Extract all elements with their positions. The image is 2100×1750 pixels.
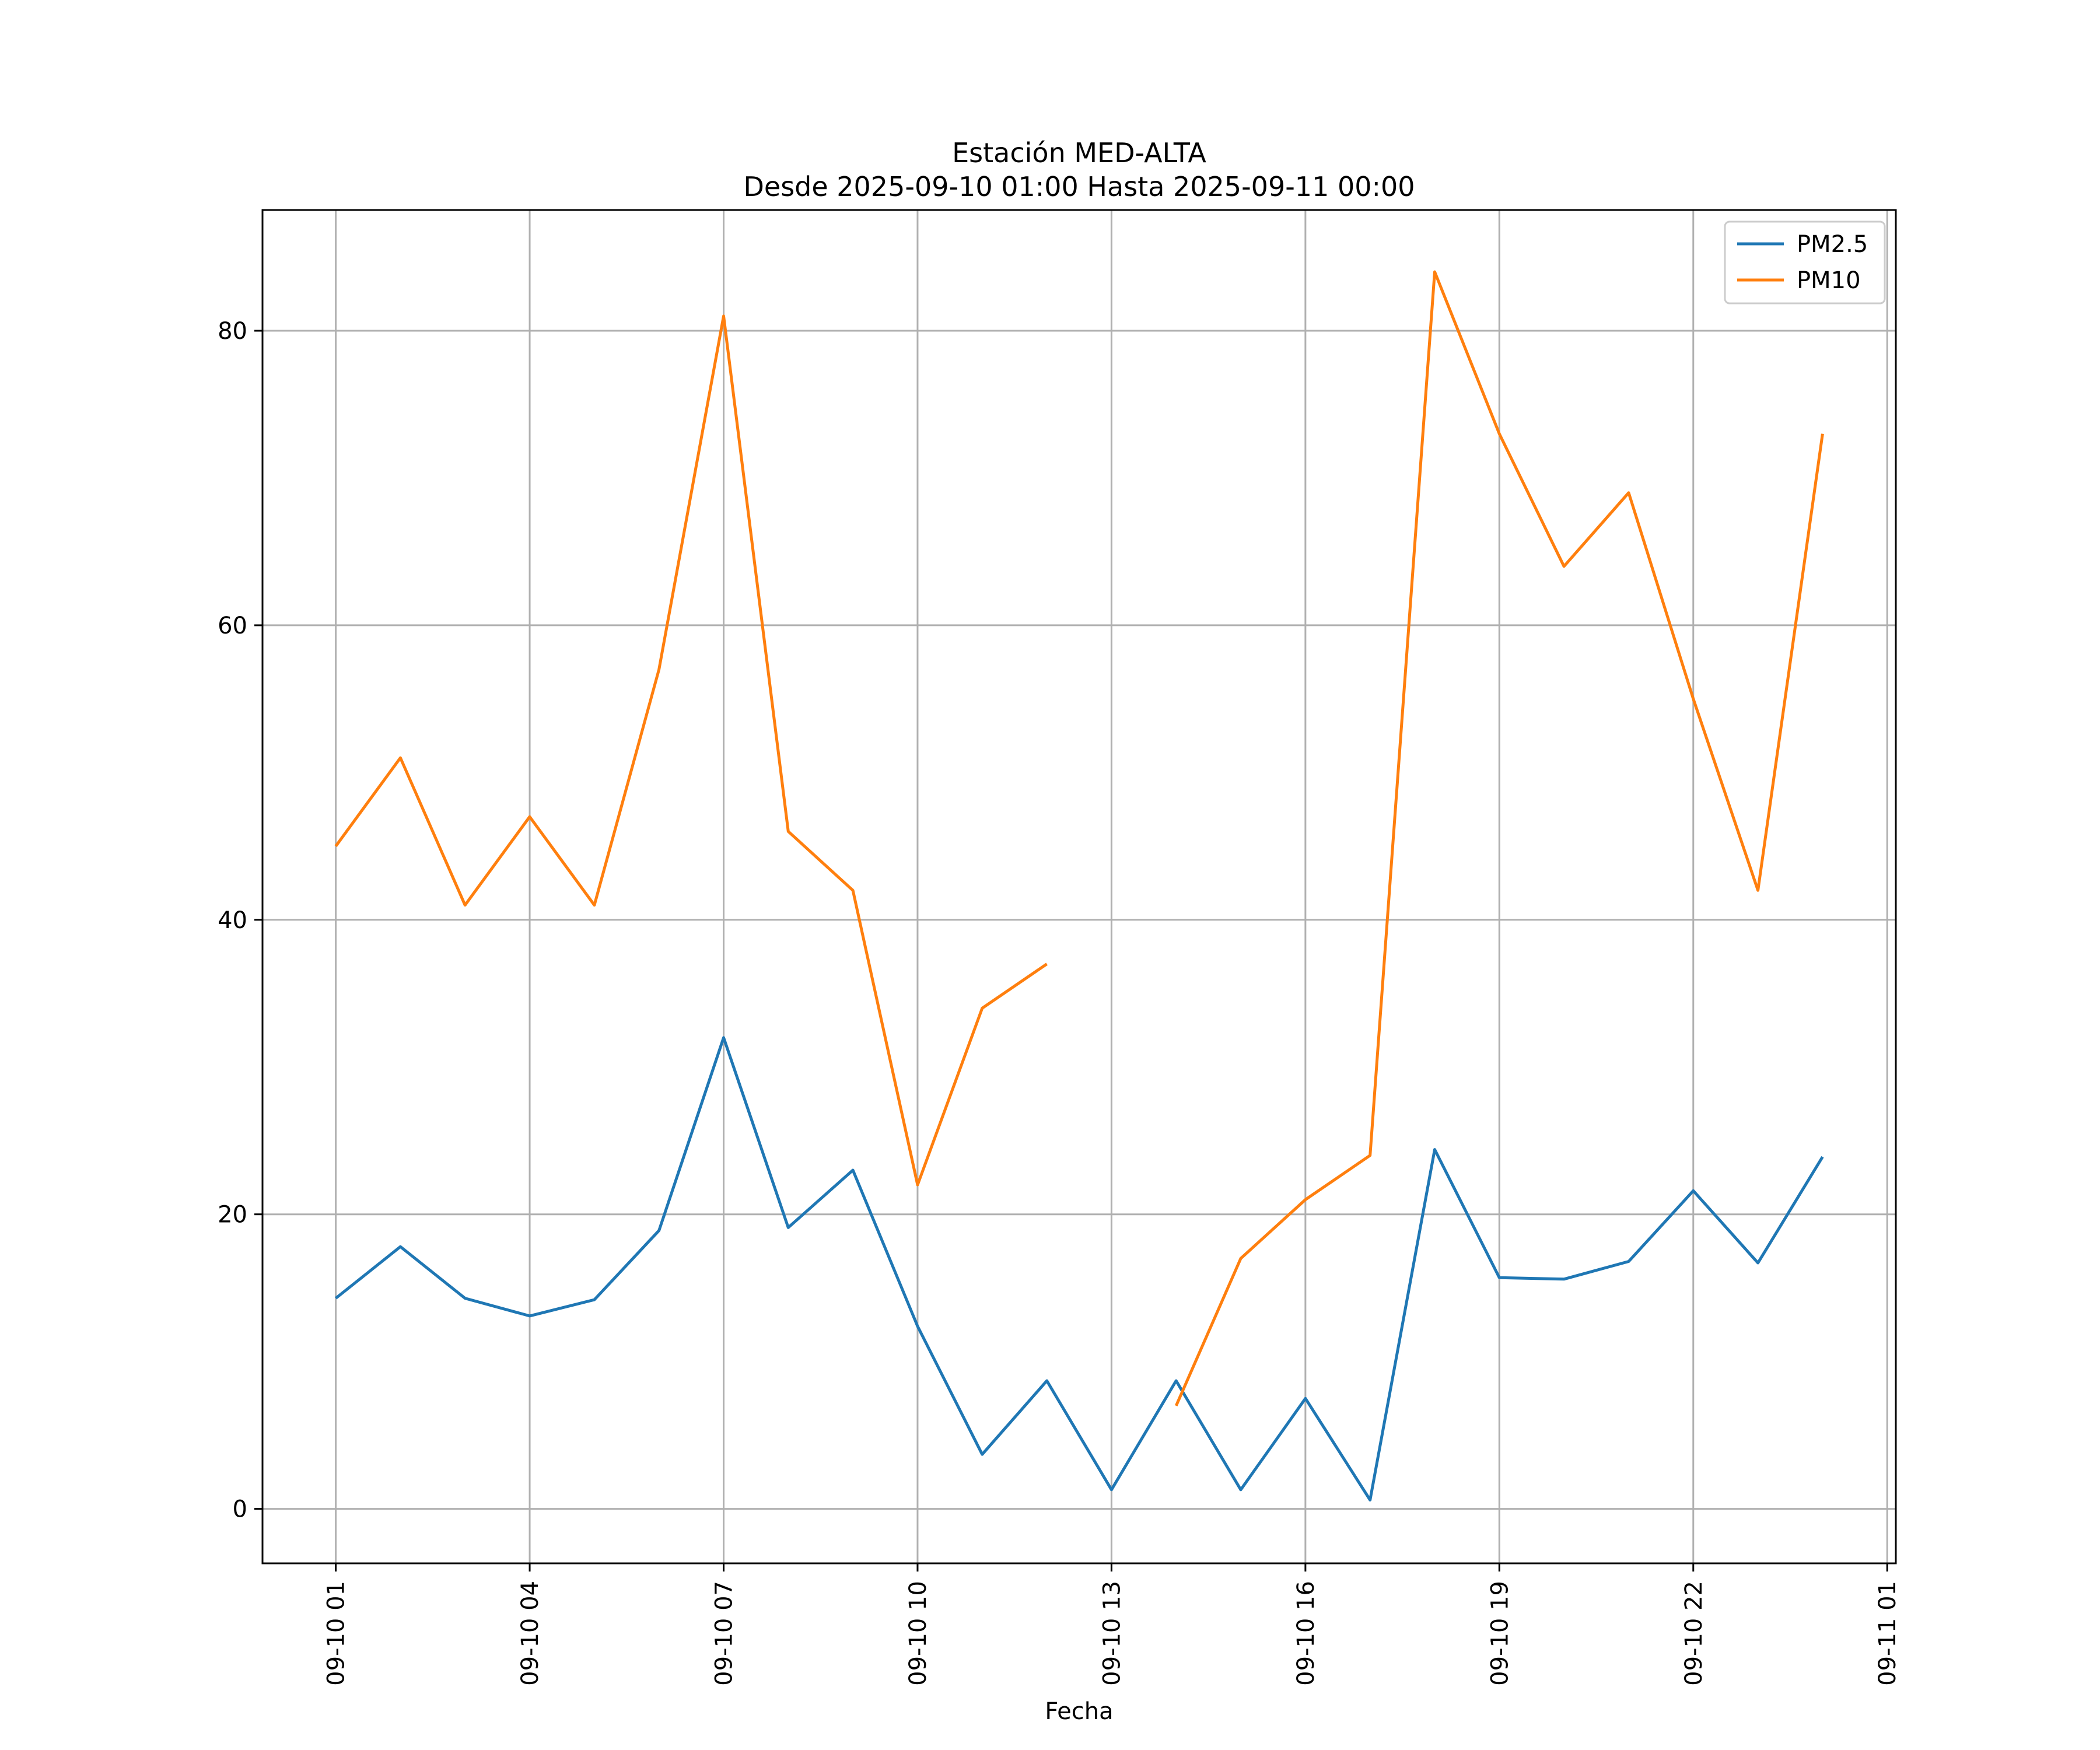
- x-tick-label: 09-10 01: [323, 1581, 350, 1686]
- y-tick-label: 0: [233, 1496, 247, 1523]
- x-axis-title: Fecha: [1045, 1698, 1113, 1725]
- legend-box: [1724, 220, 1886, 304]
- x-tick-label: 09-11 01: [1874, 1581, 1901, 1686]
- y-tick-label: 80: [218, 318, 247, 345]
- plot-series: [334, 270, 1824, 1502]
- legend-label: PM10: [1797, 267, 1861, 294]
- series-line-pm2-5: [335, 1036, 1824, 1502]
- x-tick-label: 09-10 10: [905, 1581, 932, 1686]
- chart-subtitle: Desde 2025-09-10 01:00 Hasta 2025-09-11 …: [743, 171, 1415, 202]
- legend: PM2.5 PM10: [1724, 220, 1886, 304]
- x-tick-label: 09-10 19: [1486, 1581, 1513, 1686]
- grid: [262, 210, 1896, 1563]
- x-tick-label: 09-10 04: [517, 1581, 544, 1686]
- chart-title: Estación MED-ALTA: [952, 137, 1206, 169]
- legend-label: PM2.5: [1797, 231, 1868, 258]
- y-tick-label: 40: [218, 907, 247, 934]
- series-line-pm10: [334, 270, 1824, 1406]
- y-tick-label: 20: [218, 1202, 247, 1228]
- x-tick-label: 09-10 07: [711, 1581, 738, 1686]
- x-tick-label: 09-10 13: [1098, 1581, 1125, 1686]
- x-tick-label: 09-10 16: [1293, 1581, 1320, 1686]
- y-tick-label: 60: [218, 612, 247, 639]
- x-axis: 09-10 01 09-10 04 09-10 07 09-10 10 09-10 13…: [323, 1563, 1901, 1686]
- plot-frame: [261, 209, 1897, 1564]
- y-axis: 0 20 40 60 80: [218, 318, 262, 1523]
- x-tick-label: 09-10 22: [1681, 1581, 1707, 1686]
